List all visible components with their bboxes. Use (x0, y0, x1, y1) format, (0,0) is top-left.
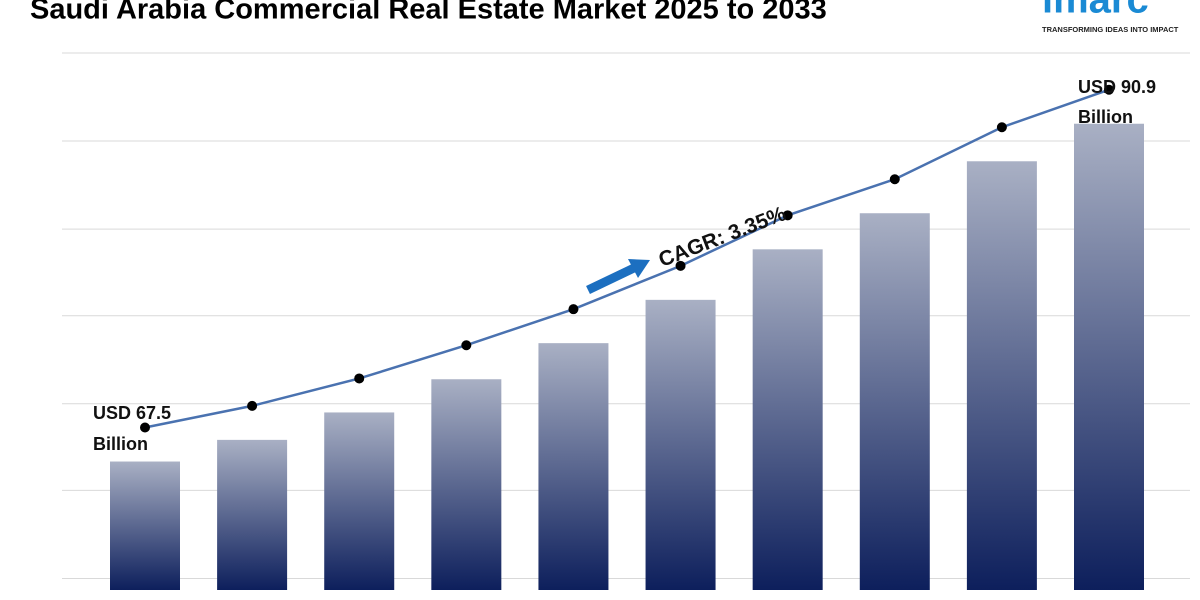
bar (645, 299, 716, 590)
arrow-shaft (586, 263, 636, 295)
line-marker (1104, 84, 1114, 95)
line-marker (675, 260, 686, 271)
bar (538, 343, 609, 590)
logo: imarc (1042, 0, 1149, 22)
bars (110, 123, 1144, 591)
bar (431, 379, 502, 590)
start-annotation: Billion (93, 434, 148, 454)
start-annotation: USD 67.5 (93, 403, 171, 423)
line-marker (354, 373, 365, 384)
bar (859, 213, 930, 590)
line-marker (568, 304, 579, 315)
line-marker (889, 174, 900, 185)
bar (110, 461, 180, 590)
bar (1074, 123, 1144, 590)
trend-line (140, 84, 1114, 433)
bar (217, 439, 288, 590)
chart-title: Saudi Arabia Commercial Real Estate Mark… (30, 0, 827, 26)
line-marker (247, 400, 258, 411)
arrow-head (628, 259, 650, 278)
end-annotation: Billion (1078, 107, 1133, 127)
line-marker (782, 210, 793, 221)
line-marker (461, 340, 472, 351)
cagr-arrow (586, 259, 650, 295)
line-marker (140, 422, 150, 433)
end-annotation: USD 90.9 (1078, 77, 1156, 97)
line-marker (996, 122, 1007, 133)
bar (966, 161, 1037, 591)
bar (752, 249, 823, 591)
bar (324, 412, 395, 590)
logo-tagline: TRANSFORMING IDEAS INTO IMPACT (1042, 25, 1179, 34)
line (144, 88, 1110, 429)
